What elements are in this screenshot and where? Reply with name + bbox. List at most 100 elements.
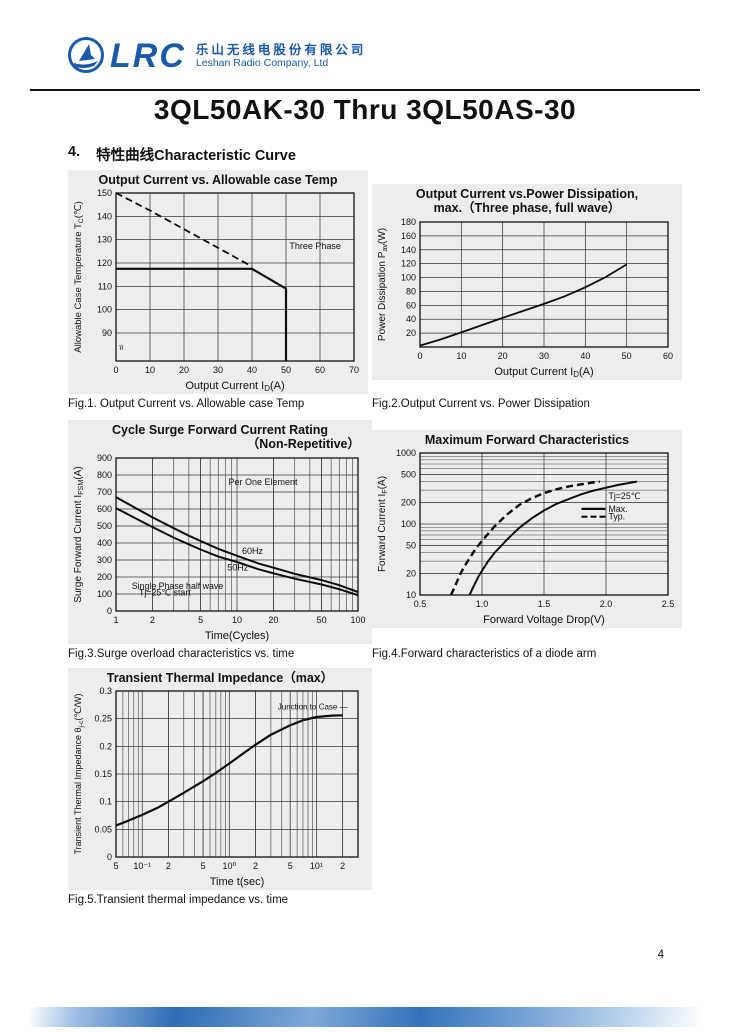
svg-text:10: 10 (406, 590, 416, 600)
svg-text:30: 30 (539, 351, 549, 361)
svg-text:100: 100 (350, 615, 365, 625)
fig5-plot: 5 10⁻¹ 2 5 10⁰ 2 5 10¹ 2 0 0.05 0.1 0.15 0.2 0.25 0.3 Ti… (70, 685, 370, 890)
svg-text:20: 20 (406, 569, 416, 579)
svg-text:400: 400 (97, 538, 112, 548)
svg-text:40: 40 (580, 351, 590, 361)
svg-text:Single Phase half wave: Single Phase half wave (132, 581, 224, 591)
svg-text:Time t(sec): Time t(sec) (210, 876, 265, 888)
company-name-cn: 乐山无线电股份有限公司 (195, 42, 367, 57)
footer-bar (28, 1007, 702, 1027)
svg-text:Power Dissipation Pav(W): Power Dissipation Pav(W) (377, 228, 389, 341)
svg-text:100: 100 (97, 305, 112, 315)
fig2-plot: 0 10 20 30 40 50 60 20 40 60 80 100 120 140 160 180 Outp… (374, 216, 680, 380)
svg-text:2: 2 (253, 861, 258, 871)
svg-text:5: 5 (201, 861, 206, 871)
svg-text:20: 20 (268, 615, 278, 625)
svg-text:180: 180 (401, 217, 416, 227)
svg-text:Junction to Case —: Junction to Case — (278, 703, 348, 712)
svg-text:0: 0 (107, 606, 112, 616)
svg-text:10¹: 10¹ (310, 861, 323, 871)
svg-text:10: 10 (456, 351, 466, 361)
fig3-title-line2: （Non-Repetitive） (246, 437, 360, 452)
fig1-caption: Fig.1. Output Current vs. Allowable case… (68, 398, 305, 410)
svg-text:160: 160 (401, 231, 416, 241)
svg-text:150: 150 (97, 188, 112, 198)
fig4-plot: 0.5 1.0 1.5 2.0 2.5 10 20 50 100 200 500 1000 Forwar… (374, 447, 680, 628)
svg-text:Allowable Case Temperature TC(: Allowable Case Temperature TC(℃) (73, 202, 85, 354)
svg-text:5: 5 (198, 615, 203, 625)
fig3-title: Cycle Surge Forward Current Rating (111, 423, 328, 437)
header-divider (30, 89, 700, 91)
svg-text:40: 40 (247, 365, 257, 375)
svg-text:50: 50 (317, 615, 327, 625)
svg-text:140: 140 (401, 245, 416, 255)
section-number: 4. (68, 144, 81, 160)
svg-text:10⁻¹: 10⁻¹ (133, 861, 151, 871)
svg-text:0.15: 0.15 (94, 769, 112, 779)
svg-text:20: 20 (179, 365, 189, 375)
svg-text:5: 5 (113, 861, 118, 871)
svg-text:500: 500 (97, 521, 112, 531)
logo-text: LRC (110, 37, 186, 75)
svg-text:1: 1 (113, 615, 118, 625)
svg-text:0.25: 0.25 (94, 714, 112, 724)
svg-text:300: 300 (97, 555, 112, 565)
svg-text:200: 200 (97, 572, 112, 582)
svg-text:≈: ≈ (114, 344, 126, 353)
company-block: 乐山无线电股份有限公司 Leshan Radio Company, Ltd (196, 43, 367, 69)
svg-text:60Hz: 60Hz (242, 546, 264, 556)
page-title: 3QL50AK-30 Thru 3QL50AS-30 (153, 94, 577, 125)
fig4-chart: Maximum Forward Characteristics 0.5 1.0 1.… (372, 430, 682, 628)
fig1-plot: 0 10 20 30 40 50 60 70 90 100 110 120 130 140 150 Outpu… (70, 187, 366, 394)
section-heading: 4. 特性曲线Characteristic Curve (68, 144, 296, 165)
svg-text:2: 2 (150, 615, 155, 625)
svg-text:30: 30 (213, 365, 223, 375)
fig5-chart: Transient Thermal Impedance（max） 5 10⁻¹ 2 5… (68, 668, 372, 890)
svg-text:900: 900 (97, 453, 112, 463)
svg-text:60: 60 (663, 351, 673, 361)
svg-text:20: 20 (498, 351, 508, 361)
svg-text:50: 50 (406, 541, 416, 551)
svg-text:120: 120 (401, 258, 416, 268)
fig3-caption: Fig.3.Surge overload characteristics vs.… (68, 648, 295, 660)
svg-text:Surge Forward Current IFSM(A): Surge Forward Current IFSM(A) (73, 466, 85, 602)
svg-text:80: 80 (406, 286, 416, 296)
svg-text:Transient Thermal Impedance θj: Transient Thermal Impedance θj-c(℃/W) (73, 694, 85, 855)
svg-text:110: 110 (98, 282, 112, 292)
svg-text:Typ.: Typ. (608, 512, 625, 522)
fig5-title: Transient Thermal Impedance（max） (106, 671, 334, 685)
svg-text:100: 100 (401, 272, 416, 282)
svg-text:2.0: 2.0 (600, 599, 613, 609)
svg-text:800: 800 (97, 470, 112, 480)
svg-text:1.0: 1.0 (476, 599, 489, 609)
fig4-title: Maximum Forward Characteristics (424, 433, 630, 447)
svg-text:0: 0 (107, 852, 112, 862)
svg-text:0: 0 (113, 365, 118, 375)
fig2-caption: Fig.2.Output Current vs. Power Dissipati… (372, 398, 590, 410)
fig1-title: Output Current vs. Allowable case Temp (98, 173, 338, 187)
svg-text:140: 140 (97, 212, 112, 222)
fig3-chart: Cycle Surge Forward Current Rating （Non-… (68, 420, 372, 644)
page-number: 4 (657, 949, 664, 961)
svg-text:0.5: 0.5 (414, 599, 427, 609)
svg-text:Tj=25℃: Tj=25℃ (608, 491, 640, 501)
svg-text:120: 120 (97, 258, 112, 268)
svg-text:60: 60 (406, 300, 416, 310)
svg-text:500: 500 (401, 470, 416, 480)
fig4-caption: Fig.4.Forward characteristics of a diode… (372, 648, 597, 660)
svg-text:100: 100 (401, 519, 416, 529)
svg-text:100: 100 (97, 589, 112, 599)
svg-text:Per One Element: Per One Element (228, 477, 298, 487)
svg-text:Forward Current IF(A): Forward Current IF(A) (377, 476, 389, 572)
svg-text:Time(Cycles): Time(Cycles) (205, 630, 269, 642)
svg-text:700: 700 (97, 487, 112, 497)
svg-text:Max.: Max. (608, 504, 627, 514)
svg-text:40: 40 (406, 314, 416, 324)
lrc-logo-icon (68, 37, 104, 73)
svg-text:1000: 1000 (396, 448, 416, 458)
svg-text:0.1: 0.1 (99, 797, 112, 807)
svg-text:2: 2 (340, 861, 345, 871)
svg-text:Forward Voltage Drop(V): Forward Voltage Drop(V) (483, 614, 605, 626)
svg-text:50Hz: 50Hz (227, 562, 249, 572)
